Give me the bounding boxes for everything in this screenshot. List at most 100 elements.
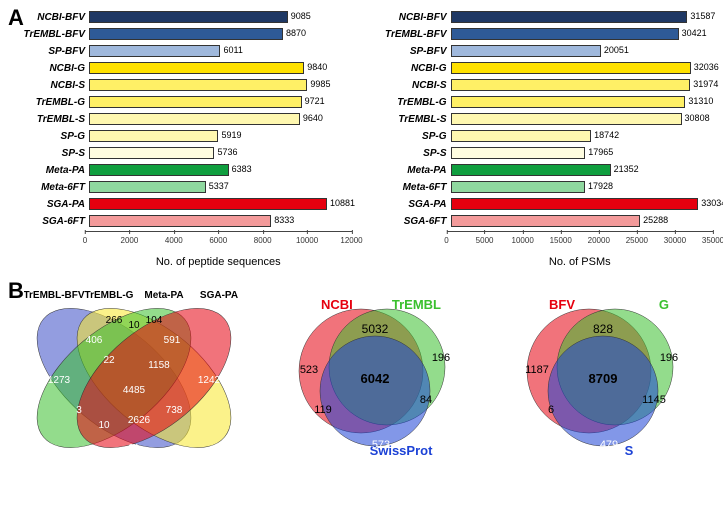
bar-area: 31587 [451, 11, 714, 23]
bar-row: NCBI-S 9985 [15, 78, 352, 92]
bar-area: 6383 [89, 164, 352, 176]
bar-value: 9985 [310, 79, 330, 89]
bar-label: Meta-6FT [377, 182, 451, 193]
bar-value: 32036 [694, 62, 719, 72]
bar [89, 198, 327, 210]
bar-area: 9721 [89, 96, 352, 108]
bar-row: SP-G 5919 [15, 129, 352, 143]
bar-row: TrEMBL-S 30808 [377, 112, 714, 126]
axis-tick: 25000 [626, 236, 648, 245]
bar [451, 147, 586, 159]
bar-label: NCBI-G [15, 63, 89, 74]
svg-text:TrEMBL: TrEMBL [392, 297, 441, 312]
bar [451, 215, 641, 227]
bar-area: 17928 [451, 181, 714, 193]
bar [89, 96, 302, 108]
svg-text:1158: 1158 [148, 360, 170, 371]
bar-value: 31587 [690, 11, 715, 21]
bar-area: 32036 [451, 62, 714, 74]
bar-area: 9840 [89, 62, 352, 74]
svg-text:828: 828 [593, 322, 613, 336]
bar-label: TrEMBL-BFV [377, 29, 451, 40]
bar-row: SP-S 5736 [15, 146, 352, 160]
bar-value: 25288 [643, 215, 668, 225]
bar-value: 30421 [682, 28, 707, 38]
bar [451, 198, 699, 210]
bar-area: 8870 [89, 28, 352, 40]
barchart-right: NCBI-BFV 31587 TrEMBL-BFV 30421 SP-BFV 2… [372, 10, 714, 268]
svg-text:266: 266 [105, 315, 122, 326]
bar [89, 130, 218, 142]
bar-label: NCBI-BFV [15, 12, 89, 23]
svg-text:TrEMBL-BFV: TrEMBL-BFV [24, 290, 85, 301]
bar-value: 31310 [688, 96, 713, 106]
panel-a: A NCBI-BFV 9085 TrEMBL-BFV 8870 SP-BFV 6… [10, 10, 713, 268]
bar-value: 8333 [274, 215, 294, 225]
axis-tick: 12000 [340, 236, 362, 245]
bar [451, 45, 601, 57]
bar-label: Meta-PA [15, 165, 89, 176]
bar-area: 5337 [89, 181, 352, 193]
bar-label: SP-G [15, 131, 89, 142]
svg-text:10: 10 [98, 420, 110, 431]
bar [89, 181, 206, 193]
bar-row: Meta-6FT 5337 [15, 180, 352, 194]
svg-text:1273: 1273 [48, 375, 71, 386]
bar [89, 45, 220, 57]
bar-value: 10881 [330, 198, 355, 208]
bar-area: 8333 [89, 215, 352, 227]
axis-tick: 10000 [512, 236, 534, 245]
bar-area: 25288 [451, 215, 714, 227]
svg-text:119: 119 [315, 404, 333, 416]
bar-label: TrEMBL-G [377, 97, 451, 108]
svg-text:31: 31 [128, 443, 140, 454]
panel-b: B TrEMBL-BFVTrEMBL-GMeta-PASGA-PA1273266… [10, 283, 713, 458]
bar-area: 30421 [451, 28, 714, 40]
bar-value: 31974 [693, 79, 718, 89]
bar-label: SP-S [377, 148, 451, 159]
x-axis-title: No. of peptide sequences [85, 256, 352, 268]
bar [451, 181, 585, 193]
bar-area: 31974 [451, 79, 714, 91]
svg-text:479: 479 [600, 439, 618, 451]
axis-tick: 4000 [165, 236, 183, 245]
axis-tick: 0 [444, 236, 448, 245]
svg-text:TrEMBL-G: TrEMBL-G [84, 290, 133, 301]
x-axis: 020004000600080001000012000 [15, 231, 352, 252]
bar-value: 18742 [594, 130, 619, 140]
bar-area: 17965 [451, 147, 714, 159]
bar-row: SGA-6FT 8333 [15, 214, 352, 228]
svg-text:84: 84 [420, 394, 432, 406]
svg-text:196: 196 [660, 352, 678, 364]
bar [451, 164, 611, 176]
bar-label: TrEMBL-S [15, 114, 89, 125]
bar [89, 215, 271, 227]
bar-value: 30808 [685, 113, 710, 123]
bar-area: 20051 [451, 45, 714, 57]
svg-text:NCBI: NCBI [321, 297, 353, 312]
svg-text:6: 6 [548, 404, 554, 416]
svg-text:BFV: BFV [549, 297, 575, 312]
svg-text:8709: 8709 [589, 371, 618, 386]
bar-row: SP-BFV 20051 [377, 44, 714, 58]
bar-label: TrEMBL-S [377, 114, 451, 125]
bar-label: NCBI-S [377, 80, 451, 91]
bar [451, 62, 691, 74]
svg-text:591: 591 [163, 335, 180, 346]
bar-value: 17965 [588, 147, 613, 157]
bar-row: NCBI-G 32036 [377, 61, 714, 75]
bar-area: 10881 [89, 198, 352, 210]
bar-value: 5337 [209, 181, 229, 191]
bar-row: TrEMBL-G 31310 [377, 95, 714, 109]
bar-label: SGA-6FT [377, 216, 451, 227]
venn-3way-taxa: BFVGS1187196479828114568709 [499, 283, 699, 458]
axis-tick: 8000 [254, 236, 272, 245]
svg-text:196: 196 [432, 352, 450, 364]
bar-label: NCBI-S [15, 80, 89, 91]
bar [89, 28, 283, 40]
bar-area: 9985 [89, 79, 352, 91]
bar-area: 18742 [451, 130, 714, 142]
bar [89, 147, 214, 159]
bar-row: Meta-PA 6383 [15, 163, 352, 177]
svg-text:10: 10 [128, 320, 140, 331]
